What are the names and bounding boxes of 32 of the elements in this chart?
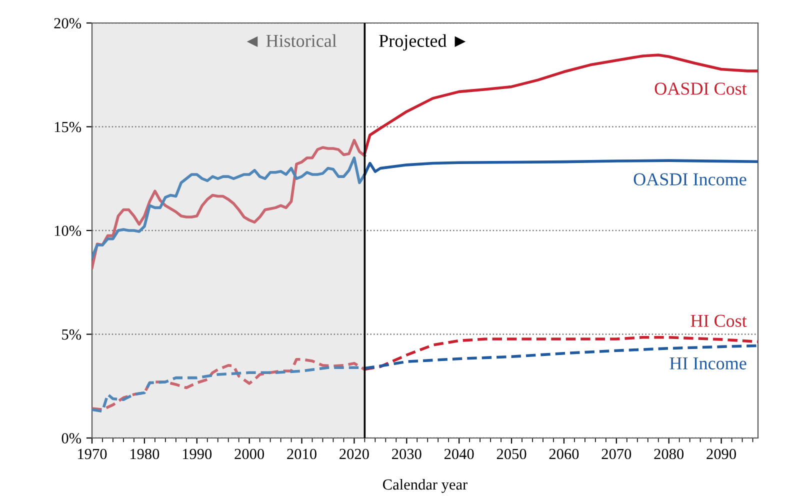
y-tick-label: 0%: [62, 433, 82, 444]
x-tick-label: 2040: [444, 448, 474, 460]
y-tick-label: 10%: [54, 226, 82, 236]
x-tick-label: 2060: [549, 448, 579, 460]
series-label: HI Cost: [690, 314, 747, 327]
line-series: [92, 156, 366, 259]
series-label: HI Income: [670, 357, 746, 370]
x-tick-label: 1980: [130, 448, 160, 460]
annotation: Projected ►: [379, 34, 466, 51]
x-tick-label: 2080: [654, 448, 684, 460]
x-tick-label: 2010: [287, 448, 316, 460]
line-series: [92, 138, 366, 270]
x-tick-label: 2070: [602, 448, 632, 460]
y-tick-label: 5%: [62, 329, 82, 340]
line-series: [363, 344, 758, 370]
x-axis-title: Calendar year: [383, 478, 468, 493]
x-tick-label: 2000: [234, 448, 264, 460]
series-label: OASDI Cost: [654, 82, 747, 95]
x-tick-label: 2090: [706, 448, 736, 460]
y-tick-label: 15%: [54, 122, 82, 132]
y-tick-label: 20%: [54, 18, 82, 28]
x-tick-label: 2050: [496, 448, 526, 460]
x-tick-label: 1970: [78, 448, 107, 460]
line-series: [363, 336, 758, 371]
x-tick-label: 2020: [340, 448, 369, 460]
annotation: ◄ Historical: [246, 34, 337, 48]
line-series: [363, 54, 758, 155]
x-tick-label: 2030: [392, 448, 422, 460]
line-series: [92, 358, 366, 411]
series-label: OASDI Income: [634, 173, 746, 186]
line-series: [92, 366, 366, 413]
x-tick-label: 1990: [182, 448, 212, 460]
